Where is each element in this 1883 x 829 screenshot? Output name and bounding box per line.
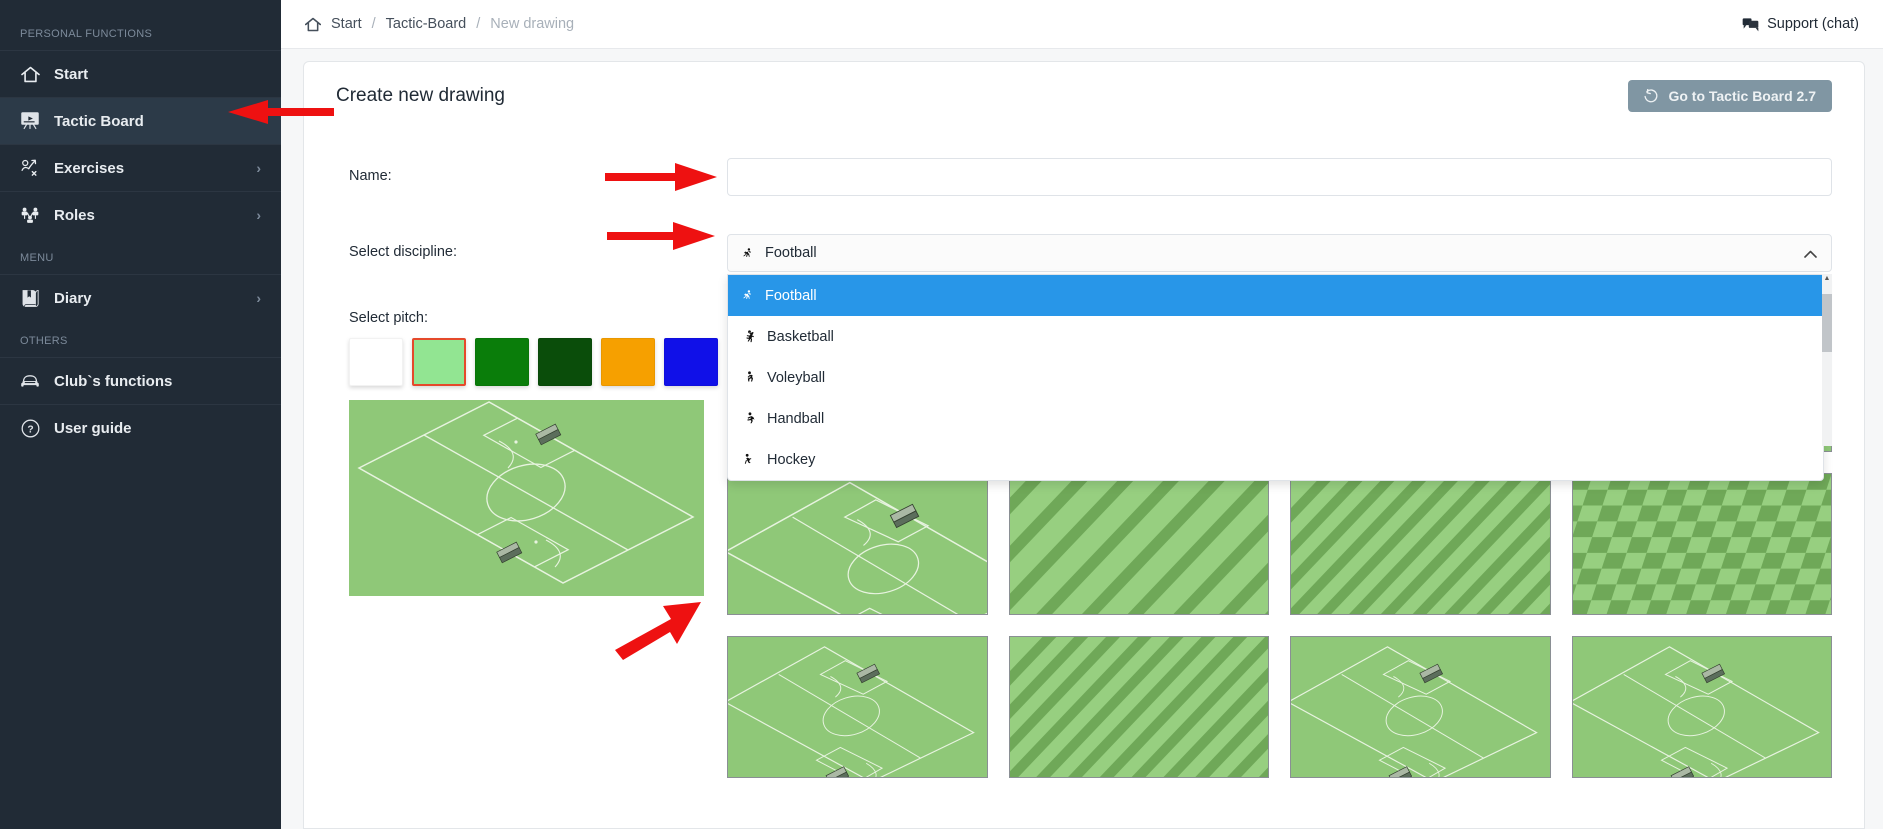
svg-text:?: ? xyxy=(27,424,33,435)
